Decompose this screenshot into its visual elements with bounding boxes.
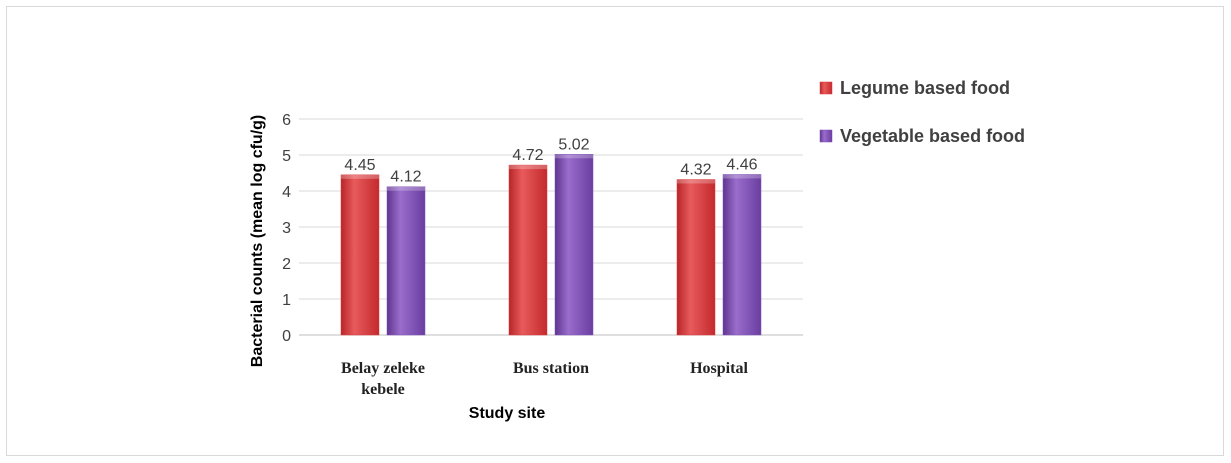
- data-label: 4.12: [390, 169, 421, 186]
- y-axis: 0 1 2 3 4 5 6: [282, 112, 291, 345]
- legend: Legume based food Vegetable based food: [819, 78, 1025, 146]
- bar-legume: [508, 164, 548, 336]
- y-axis-label: Bacterial counts (mean log cfu/g): [249, 115, 266, 367]
- gridlines: [299, 118, 803, 336]
- data-labels: 4.45 4.12 4.72 5.02 4.32 4.46: [344, 136, 757, 185]
- data-label: 4.32: [680, 161, 711, 178]
- data-label: 4.46: [726, 156, 757, 173]
- bars: [340, 154, 762, 336]
- x-tick-label: Bus station: [513, 360, 589, 377]
- legend-label: Legume based food: [840, 78, 1010, 98]
- bar-highlight: [555, 154, 593, 159]
- chart-frame: 0 1 2 3 4 5 6 4.45 4.12 4.72 5.02 4.32 4.46 Belay z…: [6, 6, 1224, 456]
- y-tick-label: 2: [282, 256, 291, 273]
- data-label: 4.45: [344, 157, 375, 174]
- bar-vegetable: [722, 174, 762, 336]
- y-tick-label: 3: [282, 220, 291, 237]
- y-tick-label: 0: [282, 328, 291, 345]
- y-tick-label: 6: [282, 112, 291, 129]
- x-tick-label: kebele: [361, 381, 405, 398]
- bar-highlight: [723, 174, 761, 179]
- bar-highlight: [341, 174, 379, 179]
- bar-vegetable: [554, 154, 594, 336]
- x-axis: Belay zeleke kebele Bus station Hospital: [341, 360, 748, 398]
- data-label: 4.72: [512, 147, 543, 164]
- legend-label: Vegetable based food: [840, 126, 1025, 146]
- bar-legume: [340, 174, 380, 336]
- bar-highlight: [509, 165, 547, 170]
- x-tick-label: Hospital: [690, 360, 748, 377]
- bar-highlight: [387, 186, 425, 191]
- bar-highlight: [677, 179, 715, 184]
- legend-swatch: [819, 129, 833, 143]
- y-tick-label: 5: [282, 148, 291, 165]
- y-tick-label: 4: [282, 184, 291, 201]
- bar-vegetable: [386, 186, 426, 336]
- x-axis-label: Study site: [469, 405, 546, 422]
- data-label: 5.02: [558, 136, 589, 153]
- legend-swatch: [819, 81, 833, 95]
- y-tick-label: 1: [282, 292, 291, 309]
- bar-legume: [676, 179, 716, 336]
- x-tick-label: Belay zeleke: [341, 360, 425, 377]
- bar-chart: 0 1 2 3 4 5 6 4.45 4.12 4.72 5.02 4.32 4.46 Belay z…: [249, 78, 1025, 422]
